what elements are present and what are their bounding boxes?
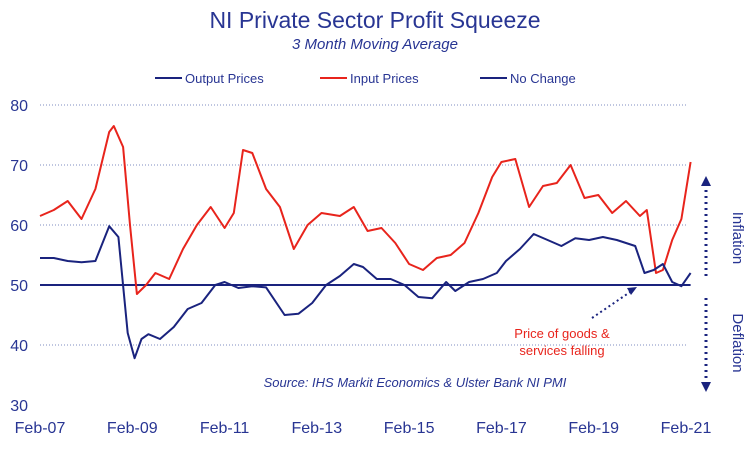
series-lines (39, 125, 692, 360)
x-tick-label: Feb-13 (292, 420, 343, 437)
series-line-output-prices (40, 225, 692, 360)
y-tick-label: 30 (10, 398, 28, 415)
inflation-arrowhead (701, 176, 711, 186)
y-tick-label: 50 (10, 278, 28, 295)
y-tick-label: 80 (10, 98, 28, 115)
x-tick-label: Feb-11 (200, 420, 250, 437)
legend-label-input: Input Prices (350, 71, 419, 86)
series-line-input-prices (39, 125, 692, 295)
legend-label-nochange: No Change (510, 71, 576, 86)
note-arrow (591, 289, 634, 319)
x-tick-label: Feb-09 (107, 420, 158, 437)
deflation-arrowhead (701, 382, 711, 392)
x-tick-label: Feb-21 (661, 420, 712, 437)
y-tick-label: 40 (10, 338, 28, 355)
chart-title: NI Private Sector Profit Squeeze (209, 7, 540, 33)
x-tick-label: Feb-19 (568, 420, 619, 437)
inflation-indicator: Inflation (701, 176, 746, 276)
legend-label-output: Output Prices (185, 71, 264, 86)
annotation-note: Price of goods & services falling (514, 287, 637, 358)
chart-subtitle: 3 Month Moving Average (292, 36, 458, 53)
deflation-indicator: Deflation (701, 298, 746, 392)
x-axis-ticks: Feb-07 Feb-09 Feb-11 Feb-13 Feb-15 Feb-17 Feb-… (15, 420, 712, 437)
inflation-label: Inflation (729, 212, 746, 265)
source-note: Source: IHS Markit Economics & Ulster Ba… (264, 375, 567, 390)
deflation-label: Deflation (729, 313, 746, 372)
note-line-1: Price of goods & (514, 326, 610, 341)
x-tick-label: Feb-17 (476, 420, 527, 437)
note-line-2: services falling (519, 343, 604, 358)
y-tick-label: 70 (10, 158, 28, 175)
x-tick-label: Feb-07 (15, 420, 66, 437)
y-axis-ticks: 30 40 50 60 70 80 (10, 98, 28, 415)
x-tick-label: Feb-15 (384, 420, 435, 437)
note-arrowhead (627, 287, 637, 295)
y-tick-label: 60 (10, 218, 28, 235)
legend: Output Prices Input Prices No Change (155, 71, 576, 86)
